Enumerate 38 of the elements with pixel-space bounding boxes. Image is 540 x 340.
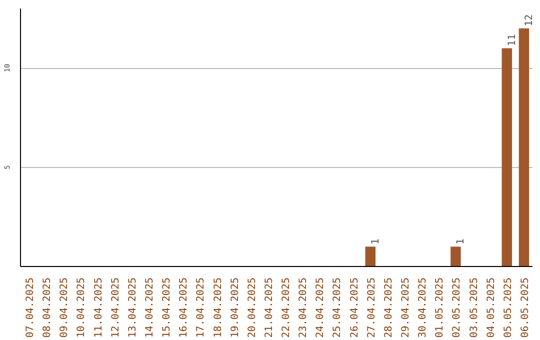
- x-tick-label: 02.05.2025: [452, 277, 463, 338]
- data-label: 1: [456, 238, 467, 245]
- x-tick-label: 01.05.2025: [434, 277, 446, 338]
- x-tick-label: 20.04.2025: [246, 277, 258, 338]
- x-tick-label: 17.04.2025: [196, 277, 207, 338]
- x-tick-label: 08.04.2025: [42, 277, 54, 338]
- data-label: 12: [524, 14, 535, 26]
- x-tick-label: 28.04.2025: [383, 277, 394, 338]
- bar: [450, 246, 461, 266]
- x-tick-label: 14.04.2025: [144, 277, 156, 338]
- x-tick-label: 26.04.2025: [349, 277, 360, 338]
- x-tick-label: 21.04.2025: [264, 277, 275, 338]
- data-label: 1: [370, 238, 382, 245]
- x-tick-label: 05.05.2025: [502, 277, 514, 338]
- x-tick-label: 10.04.2025: [76, 277, 88, 338]
- x-tick-label: 23.04.2025: [298, 277, 310, 338]
- x-tick-label: 03.05.2025: [468, 277, 480, 338]
- x-tick-label: 27.04.2025: [366, 277, 378, 338]
- x-tick-label: 07.04.2025: [25, 277, 36, 338]
- x-tick-label: 11.04.2025: [93, 277, 104, 338]
- x-tick-label: 29.04.2025: [400, 277, 412, 338]
- data-label: 11: [506, 34, 518, 46]
- x-tick-label: 13.04.2025: [127, 277, 138, 338]
- x-tick-label: 09.04.2025: [59, 277, 70, 338]
- x-tick-label: 16.04.2025: [178, 277, 190, 338]
- x-tick-label: 06.05.2025: [520, 277, 531, 338]
- x-tick-label: 25.04.2025: [332, 277, 344, 338]
- x-tick-label: 19.04.2025: [230, 277, 241, 338]
- x-tick-label: 30.04.2025: [418, 277, 429, 338]
- x-tick-label: 04.05.2025: [486, 277, 497, 338]
- x-tick-label: 18.04.2025: [212, 277, 224, 338]
- bar: [502, 48, 512, 266]
- bar: [518, 28, 530, 266]
- x-tick-label: 24.04.2025: [315, 277, 326, 338]
- x-tick-label: 15.04.2025: [162, 277, 173, 338]
- x-tick-label: 12.04.2025: [110, 277, 122, 338]
- bar: [365, 246, 376, 266]
- x-tick-label: 22.04.2025: [281, 277, 292, 338]
